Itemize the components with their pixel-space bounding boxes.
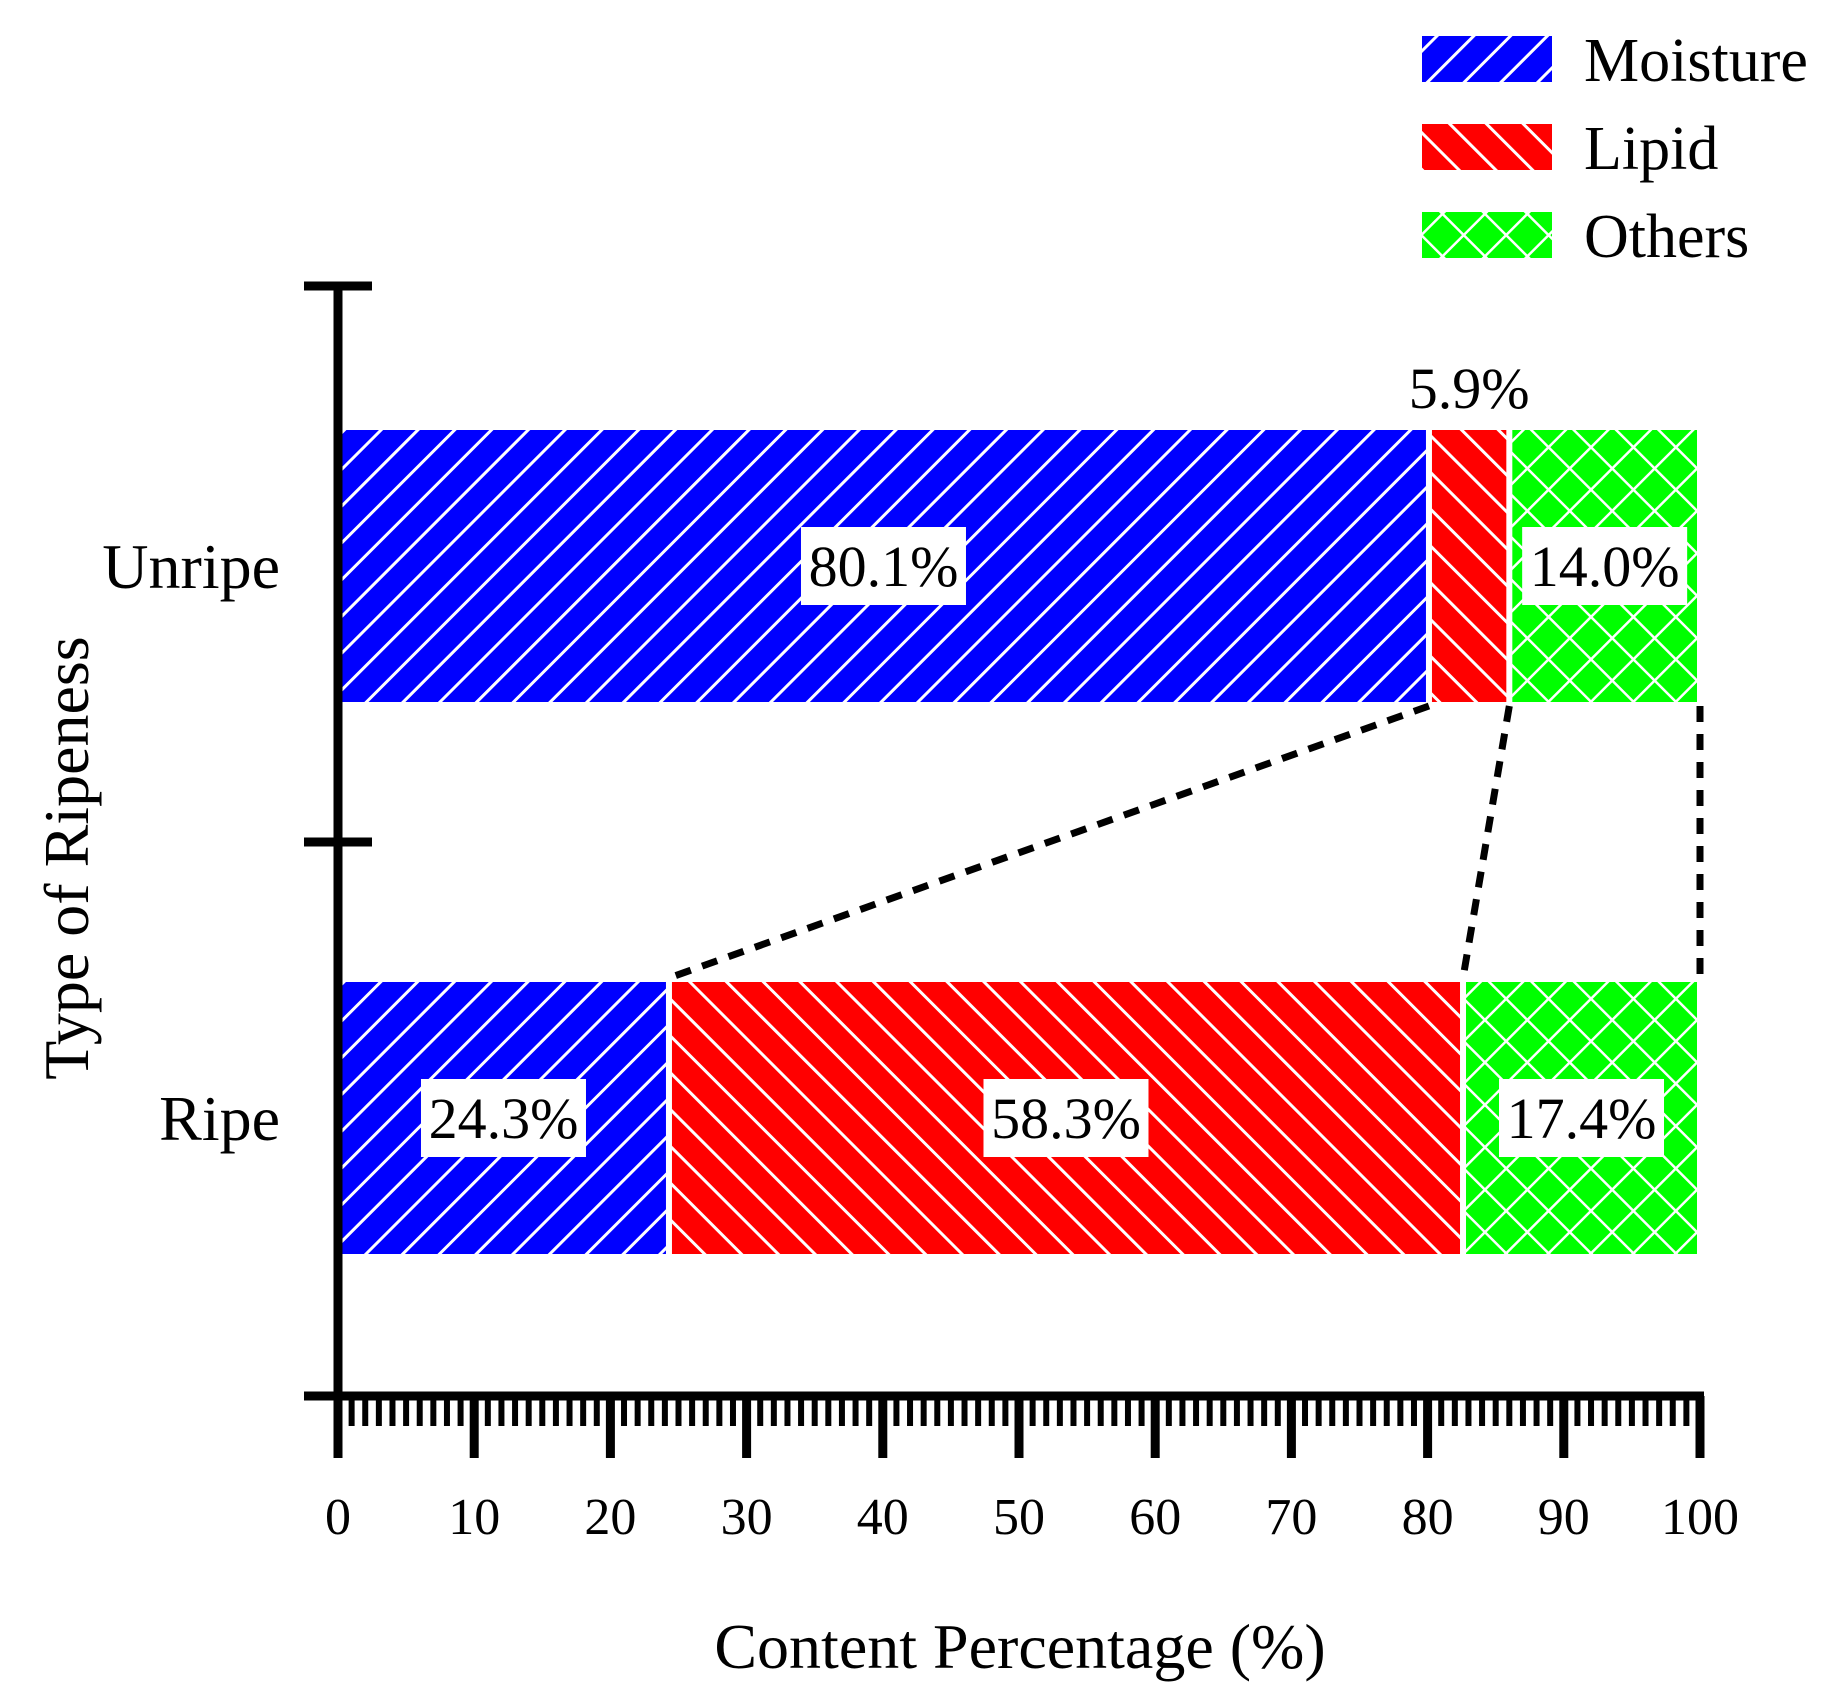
bar-unripe-lipid: [1431, 430, 1507, 702]
x-tick-label-60: 60: [1129, 1489, 1181, 1546]
x-tick-label-0: 0: [325, 1489, 351, 1546]
y-axis-title: Type of Ripeness: [31, 636, 102, 1079]
legend-swatch-moisture: [1422, 36, 1552, 82]
x-tick-label-50: 50: [993, 1489, 1045, 1546]
data-label-unripe-moisture: 80.1%: [809, 534, 959, 599]
connector-line-1: [667, 702, 1431, 982]
data-label-unripe-others: 14.0%: [1530, 534, 1680, 599]
x-tick-label-70: 70: [1265, 1489, 1317, 1546]
data-label-ripe-lipid: 58.3%: [991, 1086, 1141, 1151]
data-label-box-unripe-moisture: [800, 527, 966, 605]
data-label-box-ripe-lipid: [983, 1079, 1149, 1157]
data-labels: 80.1% 5.9% 14.0% 24.3% 58.3% 17.4%: [420, 356, 1688, 1157]
data-label-unripe-lipid: 5.9%: [1409, 356, 1530, 421]
x-tick-label-10: 10: [448, 1489, 500, 1546]
legend: Moisture Lipid Others: [1422, 27, 1808, 271]
data-label-ripe-others: 17.4%: [1507, 1086, 1657, 1151]
x-tick-label-30: 30: [721, 1489, 773, 1546]
data-label-box-unripe-others: [1522, 527, 1688, 605]
data-label-box-ripe-others: [1499, 1079, 1665, 1157]
x-tick-label-80: 80: [1402, 1489, 1454, 1546]
x-tick-label-40: 40: [857, 1489, 909, 1546]
category-label-unripe: Unripe: [102, 531, 280, 602]
x-axis-title: Content Percentage (%): [714, 1611, 1325, 1682]
connector-line-2: [1459, 705, 1513, 979]
connectors: [667, 702, 1704, 982]
x-tick-label-100: 100: [1661, 1489, 1739, 1546]
data-label-box-ripe-moisture: [420, 1079, 586, 1157]
data-label-ripe-moisture: 24.3%: [429, 1086, 579, 1151]
x-tick-label-90: 90: [1538, 1489, 1590, 1546]
category-label-ripe: Ripe: [159, 1083, 280, 1154]
legend-swatch-lipid: [1422, 124, 1552, 170]
axes: Unripe Ripe 0 10 20 30 40 50 60 70 80 90 100: [102, 281, 1739, 1546]
legend-label-moisture: Moisture: [1584, 27, 1808, 95]
legend-swatch-others: [1422, 212, 1552, 258]
legend-label-lipid: Lipid: [1584, 115, 1718, 183]
legend-label-others: Others: [1584, 203, 1749, 271]
x-tick-label-20: 20: [584, 1489, 636, 1546]
